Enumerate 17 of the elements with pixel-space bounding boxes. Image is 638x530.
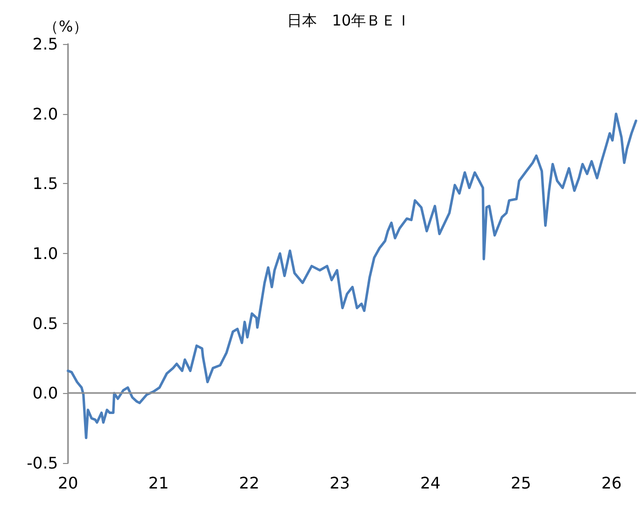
y-tick-label: 2.0 [32, 104, 58, 124]
chart-title: 日本 10年ＢＥＩ [286, 12, 412, 30]
y-tick-label: 1.5 [32, 174, 58, 194]
x-tick-label: 22 [239, 474, 260, 492]
y-tick-label: 1.0 [32, 244, 58, 263]
x-tick-label: 21 [148, 474, 169, 492]
x-tick-label: 24 [420, 474, 441, 492]
y-tick-label: 0.5 [32, 314, 58, 333]
y-tick-label: 2.5 [32, 34, 58, 54]
y-tick-label: 0.0 [32, 384, 58, 403]
x-tick-label: 23 [330, 474, 350, 492]
x-tick-label: 25 [510, 474, 532, 492]
x-tick-label: 20 [58, 474, 78, 492]
y-tick-label: -0.5 [26, 454, 58, 472]
y-axis-title: （%） [44, 18, 88, 36]
line-series [66, 112, 638, 440]
x-tick-label: 26 [601, 474, 622, 492]
